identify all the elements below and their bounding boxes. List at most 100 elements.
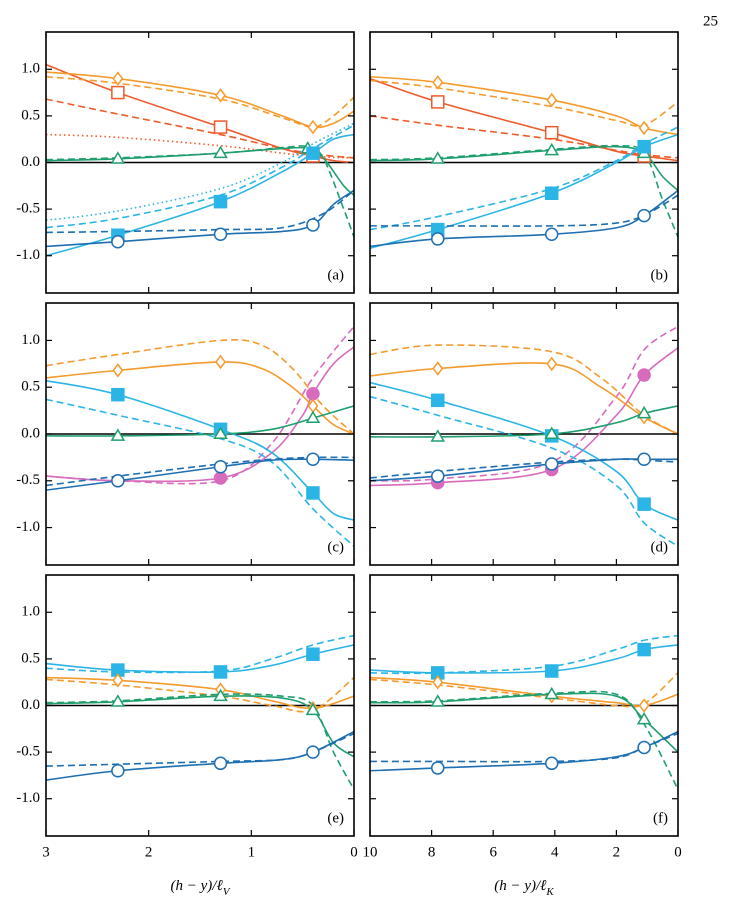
- x-tick-label: 4: [551, 844, 559, 860]
- curve: [370, 126, 678, 231]
- marker: [544, 426, 560, 439]
- marker: [306, 486, 320, 500]
- marker: [636, 405, 652, 419]
- curve: [46, 122, 354, 222]
- marker: [544, 686, 560, 700]
- marker: [111, 387, 125, 402]
- x-tick-label: 2: [145, 844, 153, 860]
- y-tick-label: 1.0: [21, 604, 40, 620]
- marker: [213, 665, 228, 679]
- marker: [637, 208, 651, 223]
- marker: [636, 712, 652, 725]
- marker: [305, 410, 321, 424]
- marker: [637, 368, 651, 382]
- curve: [46, 133, 354, 159]
- y-tick-label: -0.5: [16, 201, 40, 217]
- plot-area: [370, 634, 678, 790]
- marker: [213, 227, 228, 242]
- y-tick-label: -0.5: [16, 744, 40, 760]
- marker: [432, 75, 444, 90]
- page-number: 25: [703, 13, 718, 29]
- x-axis-label-sub: V: [223, 886, 231, 898]
- marker: [213, 145, 228, 159]
- curve: [370, 325, 678, 482]
- marker: [213, 426, 228, 439]
- x-axis-label: (h − y)/ℓK: [494, 878, 554, 897]
- x-axis-label: (h − y)/ℓV: [171, 878, 231, 897]
- x-axis-label-main: (h − y)/ℓ: [494, 878, 546, 894]
- marker: [430, 694, 446, 707]
- curve: [370, 458, 678, 479]
- panel-label: (e): [327, 810, 344, 826]
- marker: [431, 761, 445, 775]
- panel-label: (c): [327, 539, 344, 555]
- marker: [111, 474, 125, 488]
- marker: [544, 664, 559, 678]
- plot-area: [46, 63, 354, 257]
- x-tick-label: 3: [42, 844, 50, 860]
- y-tick-label: 0.5: [21, 379, 40, 395]
- curve: [370, 634, 678, 675]
- panel: -1.0 -0.5 0.0 0.5 1.0 (c): [16, 302, 355, 566]
- marker: [431, 469, 445, 483]
- y-tick-label: 0.5: [21, 650, 40, 666]
- marker: [637, 497, 651, 511]
- plot-area: [370, 75, 678, 250]
- y-tick-label: 0.0: [21, 697, 40, 713]
- marker: [306, 387, 320, 401]
- x-axis-label-sub: K: [545, 886, 554, 898]
- marker: [637, 740, 651, 755]
- marker: [638, 698, 650, 713]
- marker: [431, 232, 445, 246]
- curve: [46, 634, 354, 674]
- marker: [110, 151, 126, 164]
- panel: (b): [369, 31, 679, 294]
- x-tick-label: 6: [489, 844, 497, 860]
- plot-area: [370, 325, 678, 547]
- marker: [213, 471, 228, 485]
- marker: [111, 764, 125, 778]
- marker: [431, 95, 445, 109]
- marker: [306, 647, 320, 661]
- marker: [112, 673, 124, 688]
- marker: [213, 120, 228, 134]
- marker: [544, 756, 559, 771]
- marker: [215, 354, 226, 370]
- curve: [370, 362, 678, 435]
- curve: [370, 344, 678, 435]
- x-tick-label: 2: [613, 844, 621, 860]
- y-tick-label: -1.0: [16, 519, 40, 535]
- marker: [638, 120, 650, 136]
- marker: [544, 142, 560, 156]
- marker: [112, 71, 124, 86]
- panel-label: (a): [327, 267, 344, 283]
- plot-area: [46, 634, 354, 790]
- marker: [546, 92, 558, 108]
- marker: [215, 88, 226, 103]
- marker: [431, 393, 445, 408]
- panel: (d): [369, 302, 679, 566]
- marker: [430, 151, 446, 164]
- panel: -1.0 -0.5 0.0 0.5 1.0 (a): [16, 31, 355, 294]
- panel-label: (b): [651, 267, 669, 283]
- curve: [370, 730, 678, 772]
- marker: [546, 356, 558, 372]
- marker: [430, 429, 446, 442]
- y-tick-label: 0.0: [21, 425, 40, 441]
- marker: [307, 119, 319, 135]
- curve: [370, 189, 678, 248]
- plot-area: [46, 325, 354, 547]
- curve: [46, 339, 354, 435]
- x-axis-label-main: (h − y)/ℓ: [171, 878, 223, 894]
- x-tick-label: 1: [248, 844, 256, 860]
- marker: [111, 85, 125, 100]
- panel-label: (f): [653, 810, 668, 826]
- marker: [111, 234, 125, 249]
- y-tick-label: 1.0: [21, 61, 40, 77]
- marker: [432, 674, 444, 690]
- marker: [110, 428, 126, 441]
- marker: [544, 457, 559, 471]
- y-tick-label: 0.0: [21, 154, 40, 170]
- x-tick-label: 0: [350, 844, 358, 860]
